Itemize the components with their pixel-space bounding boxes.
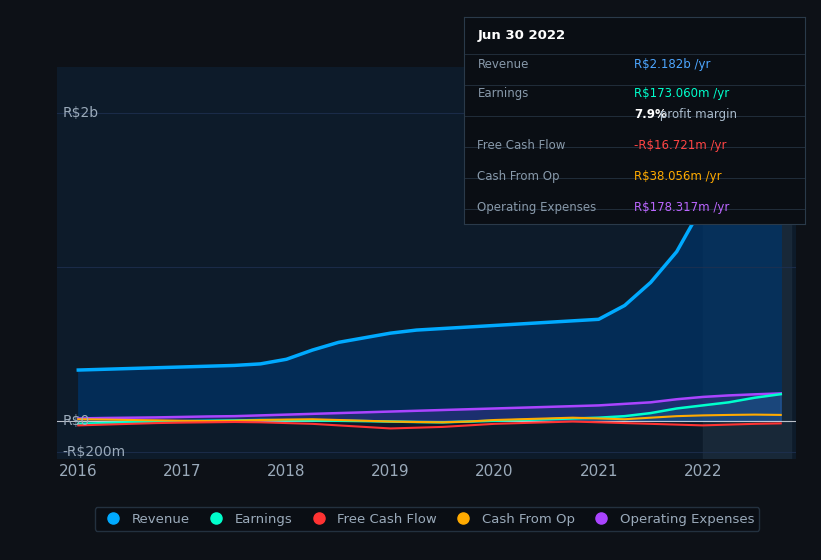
Text: R$178.317m /yr: R$178.317m /yr xyxy=(635,201,730,214)
Text: Jun 30 2022: Jun 30 2022 xyxy=(478,29,566,42)
Text: Earnings: Earnings xyxy=(478,87,529,100)
Text: Free Cash Flow: Free Cash Flow xyxy=(478,139,566,152)
Text: R$2b: R$2b xyxy=(62,106,99,120)
Text: -R$16.721m /yr: -R$16.721m /yr xyxy=(635,139,727,152)
Text: Operating Expenses: Operating Expenses xyxy=(478,201,597,214)
Bar xyxy=(703,67,791,459)
Text: R$2.182b /yr: R$2.182b /yr xyxy=(635,58,711,71)
Text: -R$200m: -R$200m xyxy=(62,445,126,459)
Text: R$173.060m /yr: R$173.060m /yr xyxy=(635,87,730,100)
Text: Cash From Op: Cash From Op xyxy=(478,170,560,183)
Text: R$0: R$0 xyxy=(62,414,90,428)
Text: R$38.056m /yr: R$38.056m /yr xyxy=(635,170,722,183)
Text: profit margin: profit margin xyxy=(656,108,737,121)
Legend: Revenue, Earnings, Free Cash Flow, Cash From Op, Operating Expenses: Revenue, Earnings, Free Cash Flow, Cash … xyxy=(94,507,759,531)
Text: Revenue: Revenue xyxy=(478,58,529,71)
Text: 7.9%: 7.9% xyxy=(635,108,667,121)
